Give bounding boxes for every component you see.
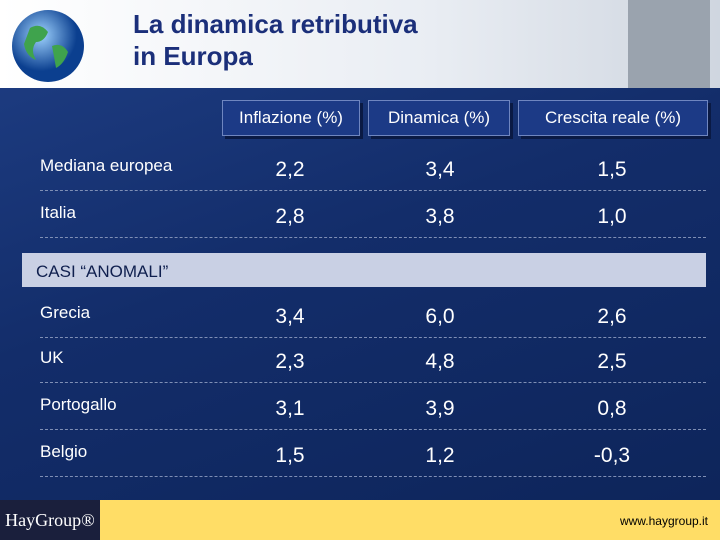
title-line: in Europa xyxy=(133,41,253,71)
cell-value: 3,1 xyxy=(275,397,305,420)
cell-value: 2,6 xyxy=(597,305,627,328)
header-block xyxy=(628,0,710,88)
section-label: CASI “ANOMALI” xyxy=(36,262,169,281)
cell-value: 2,2 xyxy=(275,158,305,181)
row-divider xyxy=(40,476,706,477)
cell-value: 2,5 xyxy=(597,350,627,373)
cell-value: 1,5 xyxy=(275,444,305,467)
cell-value: 1,2 xyxy=(425,444,455,467)
row-label: Grecia xyxy=(40,303,91,322)
column-header: Dinamica (%) xyxy=(368,100,510,136)
row-label: Portogallo xyxy=(40,395,117,414)
cell-value: 4,8 xyxy=(425,350,455,373)
row-label: Belgio xyxy=(40,442,88,461)
row-divider xyxy=(40,237,706,238)
row-label: Italia xyxy=(40,203,76,222)
row-label: Mediana europea xyxy=(40,156,173,175)
row-divider xyxy=(40,337,706,338)
globe-icon xyxy=(12,10,84,82)
footer-band xyxy=(0,500,720,540)
column-header: Crescita reale (%) xyxy=(518,100,708,136)
cell-value: 3,4 xyxy=(425,158,455,181)
title-line: La dinamica retributiva xyxy=(133,9,418,39)
cell-value: 3,4 xyxy=(275,305,305,328)
website: www.haygroup.it xyxy=(619,514,708,528)
cell-value: 2,8 xyxy=(275,205,305,228)
cell-value: 6,0 xyxy=(425,305,455,328)
column-header: Inflazione (%) xyxy=(222,100,360,136)
title: La dinamica retributiva in Europa xyxy=(133,8,418,72)
header-band xyxy=(0,0,720,88)
row-divider xyxy=(40,382,706,383)
section-band xyxy=(22,253,706,287)
cell-value: 0,8 xyxy=(597,397,627,420)
cell-value: 3,9 xyxy=(425,397,455,420)
row-label: UK xyxy=(40,348,64,367)
cell-value: 1,5 xyxy=(597,158,627,181)
cell-value: 2,3 xyxy=(275,350,305,373)
row-divider xyxy=(40,429,706,430)
cell-value: 3,8 xyxy=(425,205,455,228)
row-divider xyxy=(40,190,706,191)
logo: HayGroup® xyxy=(0,500,100,540)
cell-value: -0,3 xyxy=(593,444,631,467)
cell-value: 1,0 xyxy=(597,205,627,228)
